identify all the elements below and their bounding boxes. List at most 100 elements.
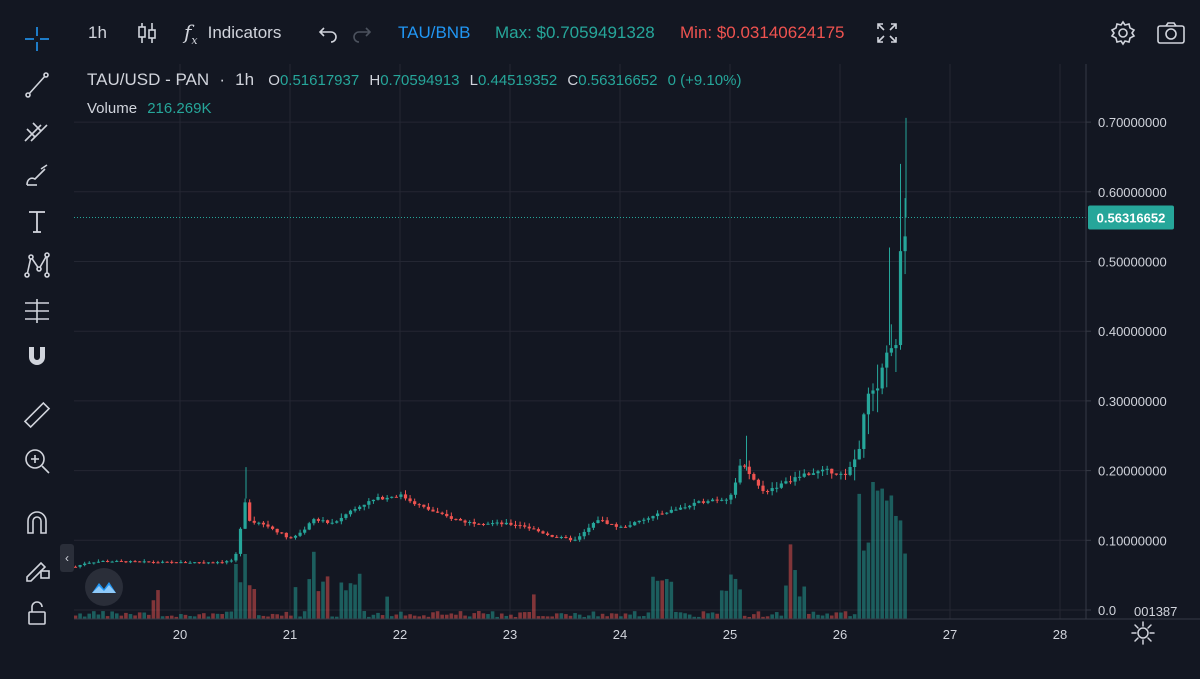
volume-bar	[202, 613, 206, 619]
volume-legend: Volume 216.269K	[87, 100, 211, 117]
pattern-icon[interactable]	[18, 246, 56, 284]
interval-label: 1h	[88, 23, 107, 42]
candle-body	[371, 499, 376, 502]
candle-body	[458, 518, 463, 521]
candle-body	[637, 520, 641, 523]
volume-bar	[302, 611, 307, 619]
chart-settings-icon[interactable]	[1130, 620, 1156, 646]
unlock-icon[interactable]	[18, 594, 56, 632]
fullscreen-icon[interactable]	[876, 18, 898, 48]
volume-bar	[325, 576, 330, 619]
volume-bar	[724, 590, 729, 619]
volume-bar	[898, 520, 903, 619]
candle-body	[614, 524, 618, 527]
candle-body	[880, 367, 884, 389]
tradingview-logo[interactable]	[85, 568, 123, 606]
candle-body	[770, 488, 774, 492]
price-chart[interactable]: 0.70000000 0.60000000 0.50000000 0.40000000…	[74, 64, 1200, 679]
magnet2-icon[interactable]	[18, 504, 56, 542]
volume-bar	[660, 580, 664, 619]
candle-body	[417, 504, 421, 506]
volume-bar	[114, 613, 119, 619]
candle-body	[550, 535, 554, 537]
measure-icon[interactable]	[18, 292, 56, 330]
candle-body	[468, 521, 472, 523]
interval-button[interactable]: 1h	[88, 18, 107, 48]
x-tick-label: 27	[943, 627, 957, 642]
volume-bar	[701, 611, 706, 619]
candle-body	[871, 390, 875, 394]
candle-body	[119, 560, 123, 562]
candle-body	[600, 520, 605, 522]
settings-icon[interactable]	[1110, 18, 1136, 48]
volume-bar	[261, 615, 266, 619]
redo-icon[interactable]	[352, 18, 372, 48]
undo-icon[interactable]	[318, 18, 338, 48]
x-tick-label: 21	[283, 627, 297, 642]
volume-bar	[765, 616, 770, 619]
candle-body	[775, 487, 779, 489]
candle-body	[92, 562, 96, 564]
candle-body	[633, 522, 637, 526]
candle-body	[413, 501, 417, 505]
volume-bar	[683, 613, 687, 619]
candle-body	[183, 562, 188, 564]
y-tick-label: 0.0	[1098, 603, 1116, 618]
volume-bar	[797, 596, 802, 619]
drawing-toolbar	[0, 0, 74, 679]
volume-bar	[440, 614, 444, 619]
volume-bar	[596, 616, 600, 619]
candle-body	[202, 562, 206, 564]
candles-icon[interactable]	[136, 18, 158, 48]
indicators-button[interactable]: fx Indicators	[184, 18, 281, 48]
volume-bar	[871, 482, 875, 619]
candle-body	[385, 497, 389, 500]
candle-body	[628, 525, 632, 527]
collapse-sidebar-button[interactable]: ‹	[60, 544, 74, 572]
volume-bar	[816, 614, 820, 619]
volume-bar	[664, 578, 669, 619]
fib-icon[interactable]	[18, 112, 56, 150]
candle-body	[188, 562, 192, 564]
camera-icon[interactable]	[1156, 18, 1186, 48]
candle-body	[720, 499, 724, 501]
candle-body	[738, 465, 742, 483]
pair-label[interactable]: TAU/BNB	[398, 23, 471, 42]
candle-body	[348, 510, 353, 515]
candle-body	[362, 504, 366, 507]
candle-body	[866, 393, 871, 415]
candle-body	[293, 535, 298, 538]
candle-body	[545, 533, 550, 536]
candle-body	[692, 502, 696, 506]
candle-body	[665, 512, 669, 514]
ruler-icon[interactable]	[18, 396, 56, 434]
candle-body	[179, 562, 183, 564]
text-icon[interactable]	[18, 202, 56, 240]
candle-body	[335, 521, 339, 523]
lock-drawing-icon[interactable]	[18, 548, 56, 586]
candle-body	[903, 236, 907, 252]
volume-bar	[577, 614, 582, 619]
candle-body	[472, 521, 476, 524]
volume-bar	[211, 613, 215, 619]
candle-body	[811, 473, 816, 475]
volume-bar	[399, 611, 403, 619]
trend-line-icon[interactable]	[18, 66, 56, 104]
brush-icon[interactable]	[18, 158, 56, 196]
fx-icon: fx	[184, 19, 198, 47]
candle-body	[743, 465, 747, 467]
magnet-icon[interactable]	[18, 336, 56, 374]
volume-bar	[843, 611, 848, 619]
volume-bar	[486, 614, 490, 619]
candle-body	[747, 466, 751, 475]
volume-bar	[279, 615, 284, 619]
volume-bar	[353, 584, 357, 619]
crosshair-icon[interactable]	[18, 20, 56, 58]
candle-body	[408, 498, 412, 502]
zoom-icon[interactable]	[18, 442, 56, 480]
candle-body	[509, 522, 513, 525]
candle-body	[101, 560, 105, 562]
candle-body	[316, 519, 321, 521]
volume-bar	[541, 616, 545, 619]
candle-body	[133, 561, 137, 563]
